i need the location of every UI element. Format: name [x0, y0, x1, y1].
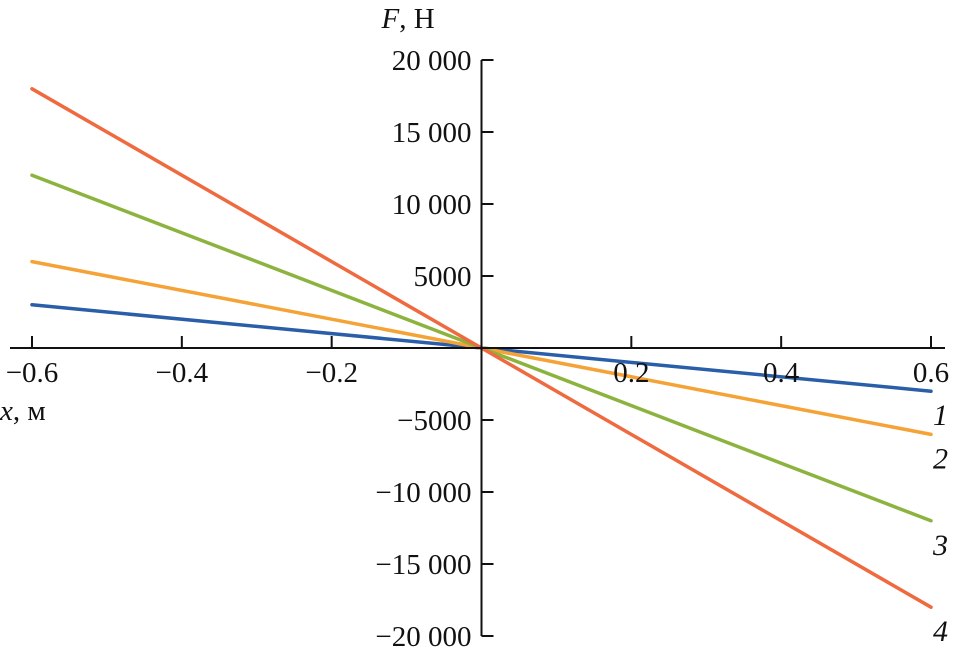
axes-layer [10, 60, 945, 636]
y-tick-label: 20 000 [392, 45, 472, 77]
x-tick-label: 0.6 [913, 357, 949, 389]
y-tick-label: −5000 [397, 405, 471, 437]
y-tick-label: 5000 [414, 261, 472, 293]
x-axis-title: x, м [0, 395, 46, 427]
x-axis-var: x [0, 395, 13, 427]
y-tick-label: −20 000 [375, 621, 471, 653]
series-label-2: 2 [933, 442, 948, 475]
series-label-3: 3 [932, 529, 948, 562]
x-tick-label: 0.2 [613, 357, 649, 389]
y-tick-label: −15 000 [375, 549, 471, 581]
y-tick-label: 10 000 [392, 189, 472, 221]
x-tick-label: 0.4 [763, 357, 800, 389]
series-label-4: 4 [933, 615, 948, 648]
series-labels: 1 2 3 4 [932, 399, 948, 648]
x-axis-unit: , м [13, 395, 46, 427]
y-axis-unit: , Н [399, 3, 435, 35]
x-tick-label: −0.4 [156, 357, 209, 389]
series-label-1: 1 [933, 399, 948, 432]
y-axis-title: F, Н [381, 3, 435, 35]
x-tick-label: −0.2 [305, 357, 358, 389]
x-tick-label: −0.6 [6, 357, 59, 389]
ticks-layer: −0.6 −0.4 −0.2 0.2 0.4 0.6 20 000 15 000 10 000 5… [6, 45, 949, 653]
y-axis-var: F [381, 3, 400, 35]
y-tick-label: −10 000 [375, 477, 471, 509]
y-tick-label: 15 000 [392, 117, 472, 149]
